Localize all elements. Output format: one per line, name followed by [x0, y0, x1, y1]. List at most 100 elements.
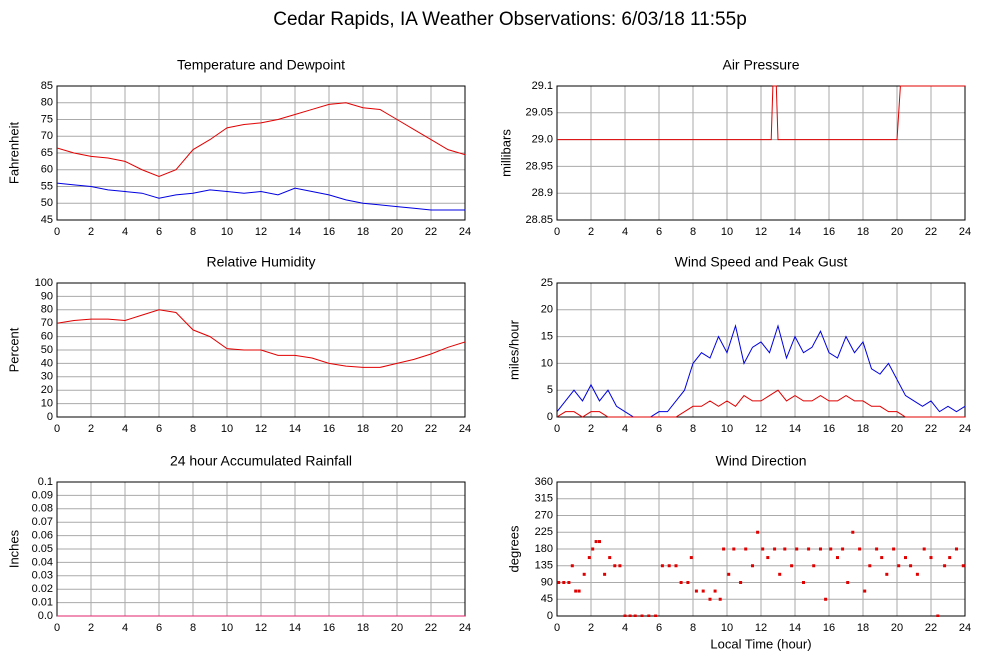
- data-point: [577, 589, 581, 593]
- y-tick-label: 0: [547, 411, 553, 423]
- y-tick-label: 15: [541, 331, 553, 343]
- x-tick-label: 16: [323, 622, 335, 634]
- y-tick-label: 29.0: [532, 134, 553, 146]
- y-tick-label: 60: [41, 331, 53, 343]
- x-tick-label: 2: [88, 423, 94, 435]
- y-tick-label: 30: [41, 371, 53, 383]
- y-tick-label: 0: [547, 610, 553, 622]
- data-point: [739, 581, 743, 584]
- y-tick-label: 0.08: [32, 503, 53, 515]
- data-point: [582, 572, 586, 576]
- y-tick-label: 0.02: [32, 583, 53, 595]
- x-tick-label: 8: [190, 423, 196, 435]
- y-tick-label: 75: [41, 113, 53, 125]
- data-point: [802, 581, 805, 584]
- data-point: [756, 530, 760, 534]
- x-tick-label: 8: [190, 226, 196, 238]
- y-tick-label: 0.0: [38, 610, 53, 622]
- data-point: [922, 547, 926, 551]
- y-tick-label: 70: [41, 130, 53, 142]
- x-tick-label: 24: [959, 423, 971, 435]
- data-point: [640, 614, 644, 617]
- x-tick-label: 12: [755, 622, 767, 634]
- x-tick-label: 18: [357, 423, 369, 435]
- data-point: [587, 556, 591, 560]
- data-point: [623, 614, 627, 617]
- data-point: [766, 556, 770, 560]
- data-line: [557, 323, 965, 418]
- data-point: [713, 589, 717, 593]
- data-point: [594, 540, 598, 544]
- data-point: [761, 547, 765, 551]
- y-tick-label: 80: [41, 97, 53, 109]
- x-tick-label: 8: [690, 423, 696, 435]
- x-tick-label: 12: [755, 226, 767, 238]
- data-point: [674, 564, 678, 568]
- y-tick-label: 20: [541, 304, 553, 316]
- data-point: [654, 614, 658, 617]
- x-tick-label: 22: [425, 423, 437, 435]
- y-tick-label: 0.05: [32, 543, 53, 555]
- x-tick-label: 18: [857, 423, 869, 435]
- data-point: [694, 589, 698, 593]
- x-tick-label: 10: [721, 423, 733, 435]
- data-point: [722, 547, 726, 551]
- x-tick-label: 6: [656, 226, 662, 238]
- x-tick-label: 24: [459, 622, 471, 634]
- page-title: Cedar Rapids, IA Weather Observations: 6…: [273, 9, 747, 30]
- x-tick-label: 20: [891, 226, 903, 238]
- x-tick-label: 8: [690, 226, 696, 238]
- data-point: [701, 589, 705, 593]
- y-tick-label: 225: [535, 526, 553, 538]
- data-point: [778, 572, 782, 576]
- data-point: [892, 547, 896, 551]
- data-point: [819, 547, 822, 551]
- x-tick-label: 22: [925, 622, 937, 634]
- x-tick-label: 18: [357, 622, 369, 634]
- x-axis-label: Local Time (hour): [710, 636, 811, 651]
- y-tick-label: 0: [47, 411, 53, 423]
- data-point: [567, 581, 571, 584]
- data-point: [744, 547, 748, 551]
- y-tick-label: 20: [41, 384, 53, 396]
- x-tick-label: 6: [156, 226, 162, 238]
- y-tick-label: 0.07: [32, 516, 53, 528]
- x-tick-label: 14: [789, 226, 801, 238]
- x-tick-label: 10: [221, 226, 233, 238]
- x-tick-label: 12: [255, 423, 267, 435]
- data-point: [689, 556, 693, 560]
- y-tick-label: 45: [41, 214, 53, 226]
- data-line: [557, 389, 965, 418]
- data-line: [57, 309, 465, 368]
- data-point: [904, 556, 907, 560]
- x-tick-label: 20: [391, 423, 403, 435]
- data-point: [667, 564, 671, 568]
- y-tick-label: 10: [541, 357, 553, 369]
- y-tick-label: 25: [541, 277, 553, 289]
- plot-area: [57, 102, 465, 211]
- y-tick-label: 90: [41, 290, 53, 302]
- data-point: [961, 564, 965, 568]
- y-tick-label: 0.01: [32, 597, 53, 609]
- data-point: [562, 581, 566, 584]
- y-tick-label: 90: [541, 576, 553, 588]
- y-tick-label: 180: [535, 543, 553, 555]
- y-tick-label: 29.1: [532, 80, 553, 92]
- data-point: [557, 581, 561, 584]
- y-tick-label: 28.95: [525, 160, 553, 172]
- y-tick-label: 315: [535, 493, 553, 505]
- x-tick-label: 22: [925, 226, 937, 238]
- data-point: [955, 547, 958, 551]
- x-tick-label: 20: [391, 622, 403, 634]
- x-tick-label: 0: [554, 622, 560, 634]
- x-tick-label: 14: [789, 622, 801, 634]
- x-tick-label: 22: [425, 622, 437, 634]
- x-tick-label: 24: [459, 226, 471, 238]
- data-point: [885, 572, 889, 576]
- data-point: [732, 547, 736, 551]
- x-tick-label: 12: [255, 622, 267, 634]
- y-tick-label: 55: [41, 180, 53, 192]
- plot-frame: [56, 85, 466, 221]
- x-tick-label: 6: [656, 423, 662, 435]
